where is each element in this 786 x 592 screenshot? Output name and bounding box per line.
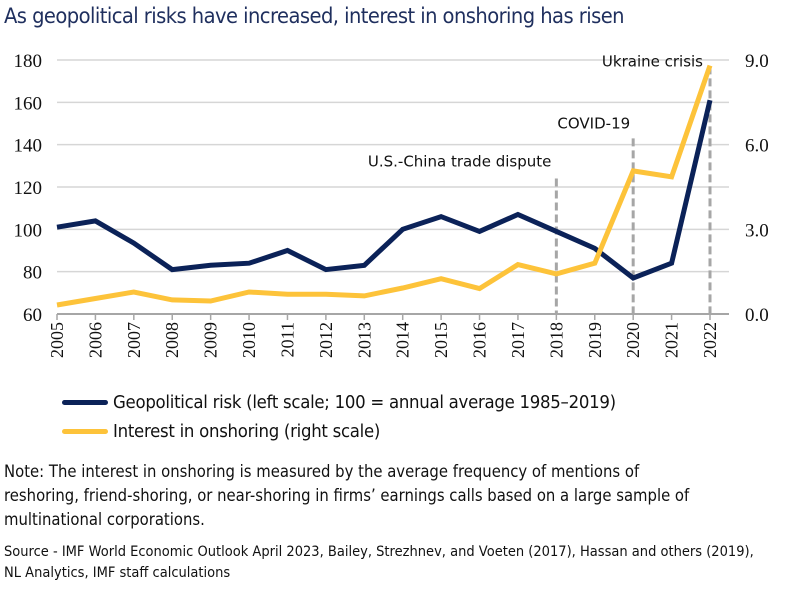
event-annotations: U.S.-China trade dispute COVID-19 Ukraine … bbox=[368, 52, 712, 314]
left-tick-label: 60 bbox=[23, 305, 42, 326]
event-label: Ukraine crisis bbox=[602, 52, 703, 70]
chart-note: Note: The interest in onshoring is measu… bbox=[4, 462, 690, 529]
left-tick-label: 180 bbox=[14, 51, 43, 72]
left-tick-label: 140 bbox=[14, 136, 43, 157]
left-tick-label: 160 bbox=[14, 93, 43, 114]
x-tick-label: 2008 bbox=[162, 322, 182, 358]
x-tick-label: 2005 bbox=[47, 322, 67, 358]
right-tick-label: 9.0 bbox=[745, 51, 769, 72]
right-tick-label: 6.0 bbox=[745, 136, 769, 157]
x-axis: 2005 2006 2007 2008 2009 2010 2011 2012 2013 2014… bbox=[47, 313, 729, 358]
legend-item-geopolitical-risk: Geopolitical risk (left scale; 100 = ann… bbox=[62, 388, 660, 417]
x-tick-label: 2014 bbox=[393, 322, 413, 358]
x-tick-label: 2020 bbox=[623, 322, 643, 358]
event-label: COVID-19 bbox=[557, 114, 630, 132]
x-tick-label: 2015 bbox=[431, 322, 451, 358]
x-tick-label: 2012 bbox=[316, 322, 336, 358]
right-tick-label: 0.0 bbox=[745, 305, 769, 326]
x-tick-label: 2006 bbox=[85, 322, 105, 358]
x-tick-label: 2007 bbox=[124, 322, 144, 358]
x-tick-label: 2011 bbox=[277, 322, 297, 357]
left-tick-label: 80 bbox=[23, 263, 42, 284]
x-tick-label: 2017 bbox=[508, 322, 528, 358]
legend-label: Geopolitical risk (left scale; 100 = ann… bbox=[113, 392, 616, 413]
legend: Geopolitical risk (left scale; 100 = ann… bbox=[62, 388, 660, 446]
x-tick-label: 2022 bbox=[700, 322, 720, 358]
left-tick-label: 100 bbox=[14, 220, 43, 241]
chart-title: As geopolitical risks have increased, in… bbox=[4, 4, 625, 28]
x-tick-label: 2009 bbox=[201, 322, 221, 358]
gridlines bbox=[57, 59, 729, 273]
right-tick-label: 3.0 bbox=[745, 220, 769, 241]
left-tick-label: 120 bbox=[14, 178, 43, 199]
legend-label: Interest in onshoring (right scale) bbox=[113, 421, 381, 442]
legend-swatch-gold bbox=[62, 429, 108, 434]
right-axis-ticks: 0.0 3.0 6.0 9.0 bbox=[745, 51, 769, 326]
x-tick-label: 2019 bbox=[585, 322, 605, 358]
x-tick-label: 2016 bbox=[470, 322, 490, 358]
x-tick-label: 2013 bbox=[354, 322, 374, 358]
x-tick-label: 2021 bbox=[662, 322, 682, 358]
event-label: U.S.-China trade dispute bbox=[368, 153, 551, 171]
chart-source: Source - IMF World Economic Outlook Apri… bbox=[4, 544, 754, 581]
x-tick-label: 2010 bbox=[239, 322, 259, 358]
series-lines bbox=[56, 64, 713, 308]
legend-item-onshoring-interest: Interest in onshoring (right scale) bbox=[62, 417, 660, 446]
x-tick-label: 2018 bbox=[546, 322, 566, 358]
left-axis-ticks: 60 80 100 120 140 160 180 bbox=[14, 51, 43, 326]
series-line-onshoring-interest bbox=[56, 64, 713, 308]
legend-swatch-navy bbox=[62, 400, 108, 405]
